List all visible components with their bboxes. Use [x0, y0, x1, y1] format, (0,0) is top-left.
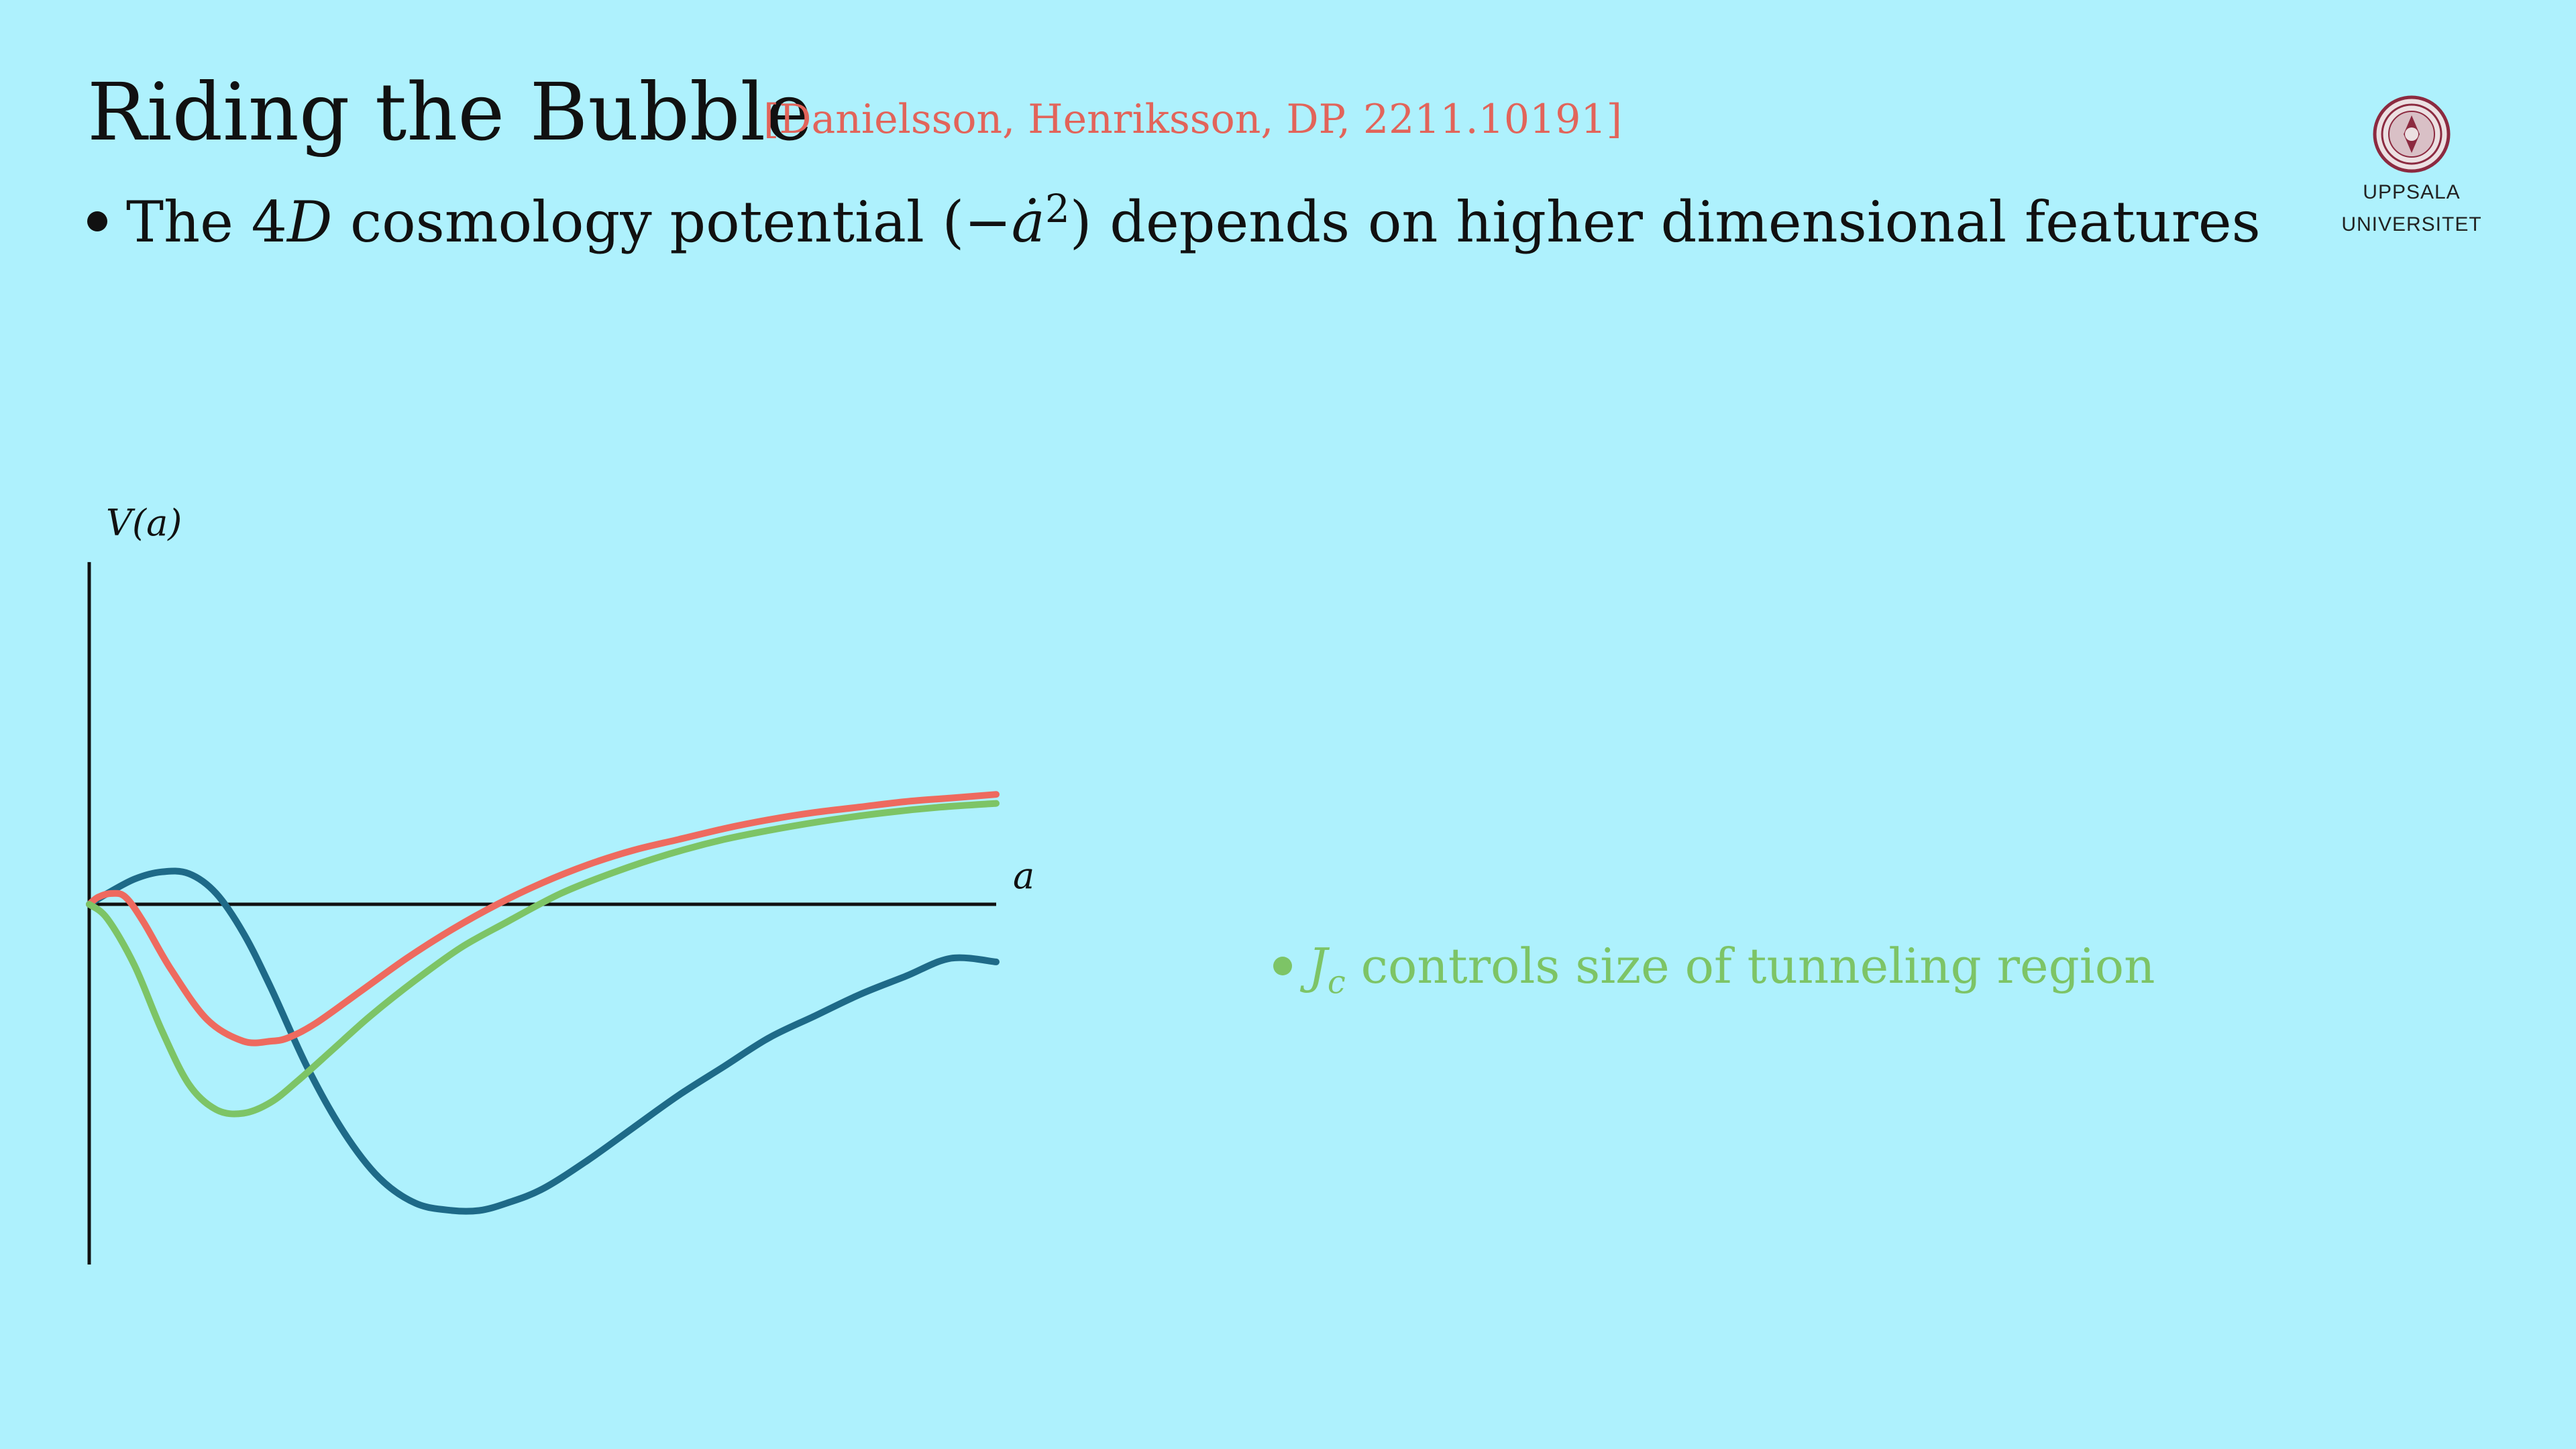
bullet-var-D: D	[287, 189, 333, 255]
bullet-exponent: 2	[1044, 186, 1070, 231]
chart-axes	[87, 561, 996, 1265]
series-line-2	[86, 791, 1000, 1046]
logo-line-2: UNIVERSITET	[2341, 213, 2482, 235]
bullet-dot-icon	[87, 211, 107, 231]
note-bullet-dot-icon	[1273, 957, 1292, 975]
slide-title: Riding the Bubble	[87, 66, 813, 158]
bullet-text-pre: The	[126, 189, 252, 255]
series-line-1	[86, 867, 1000, 1215]
note-var-J: J	[1308, 938, 1328, 994]
bullet-text-post: ) depends on higher dimensional features	[1069, 189, 2261, 255]
logo-line-1: UPPSALA	[2363, 181, 2461, 203]
note-subscript-c: c	[1327, 963, 1346, 1002]
x-axis-label: a	[1013, 855, 1034, 897]
bullet-text-mid: cosmology potential (−	[332, 189, 1012, 255]
y-axis-label: V(a)	[106, 502, 182, 544]
bullet-number-4: 4	[251, 189, 287, 255]
reference-citation: [Danielsson, Henriksson, DP, 2211.10191]	[763, 96, 1623, 143]
uppsala-university-seal-icon	[2373, 95, 2451, 173]
chart-series	[86, 791, 1000, 1215]
bullet-var-adot: ȧ	[1011, 189, 1045, 255]
tunneling-note: Jc controls size of tunneling region	[1273, 942, 2155, 998]
series-line-3	[86, 800, 1000, 1118]
note-text: controls size of tunneling region	[1345, 938, 2155, 994]
bullet-point: The 4D cosmology potential (−ȧ2) depends…	[87, 189, 2261, 250]
university-logo: UPPSALA UNIVERSITET	[2334, 95, 2489, 237]
